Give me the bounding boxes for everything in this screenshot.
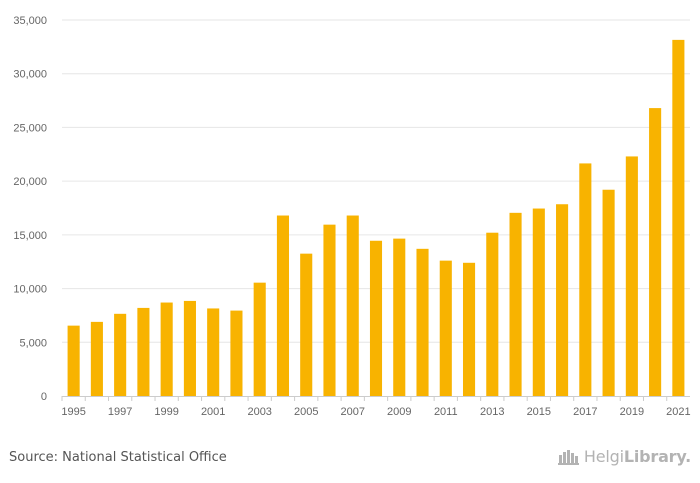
bar-2016[interactable] <box>556 204 569 396</box>
bar-2001[interactable] <box>207 308 220 396</box>
bar-2015[interactable] <box>532 208 545 396</box>
y-tick-label: 35,000 <box>13 15 47 27</box>
x-tick-label: 2007 <box>340 406 364 418</box>
bar-2002[interactable] <box>230 310 243 396</box>
source-note: Source: National Statistical Office <box>9 450 227 465</box>
bar-2020[interactable] <box>649 108 662 396</box>
x-tick-label: 2009 <box>387 406 411 418</box>
bar-2014[interactable] <box>509 212 522 396</box>
x-tick-label: 2013 <box>480 406 504 418</box>
bar-2007[interactable] <box>346 215 359 396</box>
x-tick-label: 2003 <box>247 406 271 418</box>
helgi-library-logo[interactable]: HelgiLibrary. <box>557 447 691 466</box>
bar-1995[interactable] <box>67 325 80 396</box>
bar-2003[interactable] <box>253 282 266 396</box>
bar-2018[interactable] <box>602 189 615 396</box>
x-tick-label: 2015 <box>527 406 551 418</box>
city-skyline-icon <box>557 449 579 465</box>
bar-2012[interactable] <box>462 262 476 396</box>
x-tick-label: 2019 <box>620 406 644 418</box>
y-tick-label: 25,000 <box>13 122 47 134</box>
bar-2008[interactable] <box>369 240 383 396</box>
y-tick-label: 15,000 <box>13 230 47 242</box>
logo-text-regular: Helgi <box>583 447 624 466</box>
x-tick-label: 2011 <box>434 406 458 418</box>
x-tick-label: 1997 <box>108 406 132 418</box>
logo-text: HelgiLibrary. <box>584 447 691 466</box>
bar-2017[interactable] <box>579 163 592 396</box>
y-tick-label: 30,000 <box>13 69 47 81</box>
bar-1996[interactable] <box>90 321 103 396</box>
y-tick-label: 5,000 <box>19 337 47 349</box>
bar-2006[interactable] <box>323 224 336 396</box>
y-tick-label: 10,000 <box>13 284 47 296</box>
x-tick-label: 1999 <box>154 406 178 418</box>
bar-2010[interactable] <box>416 248 429 396</box>
logo-text-bold: Library. <box>623 447 691 466</box>
bars <box>67 39 685 396</box>
grid-lines <box>62 19 690 343</box>
bar-1999[interactable] <box>160 302 173 396</box>
bar-1997[interactable] <box>114 313 127 396</box>
bar-2009[interactable] <box>393 238 406 396</box>
y-tick-label: 0 <box>41 391 47 403</box>
x-tick-label: 2021 <box>666 406 690 418</box>
x-tick-label: 2017 <box>573 406 597 418</box>
x-axis: 1995 1997 1999 2001 2003 2005 2007 2009 2011 2013… <box>61 396 691 418</box>
x-tick-label: 2001 <box>201 406 225 418</box>
bar-2000[interactable] <box>183 300 196 396</box>
x-tick-label: 2005 <box>294 406 318 418</box>
y-axis: 0 5,000 10,000 15,000 20,000 25,000 30,000 35,0… <box>13 15 47 403</box>
bar-2011[interactable] <box>439 260 452 396</box>
bar-2005[interactable] <box>300 253 313 396</box>
bar-1998[interactable] <box>137 307 150 396</box>
bar-chart: 0 5,000 10,000 15,000 20,000 25,000 30,000 35,0… <box>13 15 691 418</box>
x-tick-label: 1995 <box>61 406 85 418</box>
bar-2004[interactable] <box>276 215 290 396</box>
bar-2021[interactable] <box>672 39 685 396</box>
bar-2013[interactable] <box>486 232 499 396</box>
bar-2019[interactable] <box>625 156 638 396</box>
y-tick-label: 20,000 <box>13 176 47 188</box>
